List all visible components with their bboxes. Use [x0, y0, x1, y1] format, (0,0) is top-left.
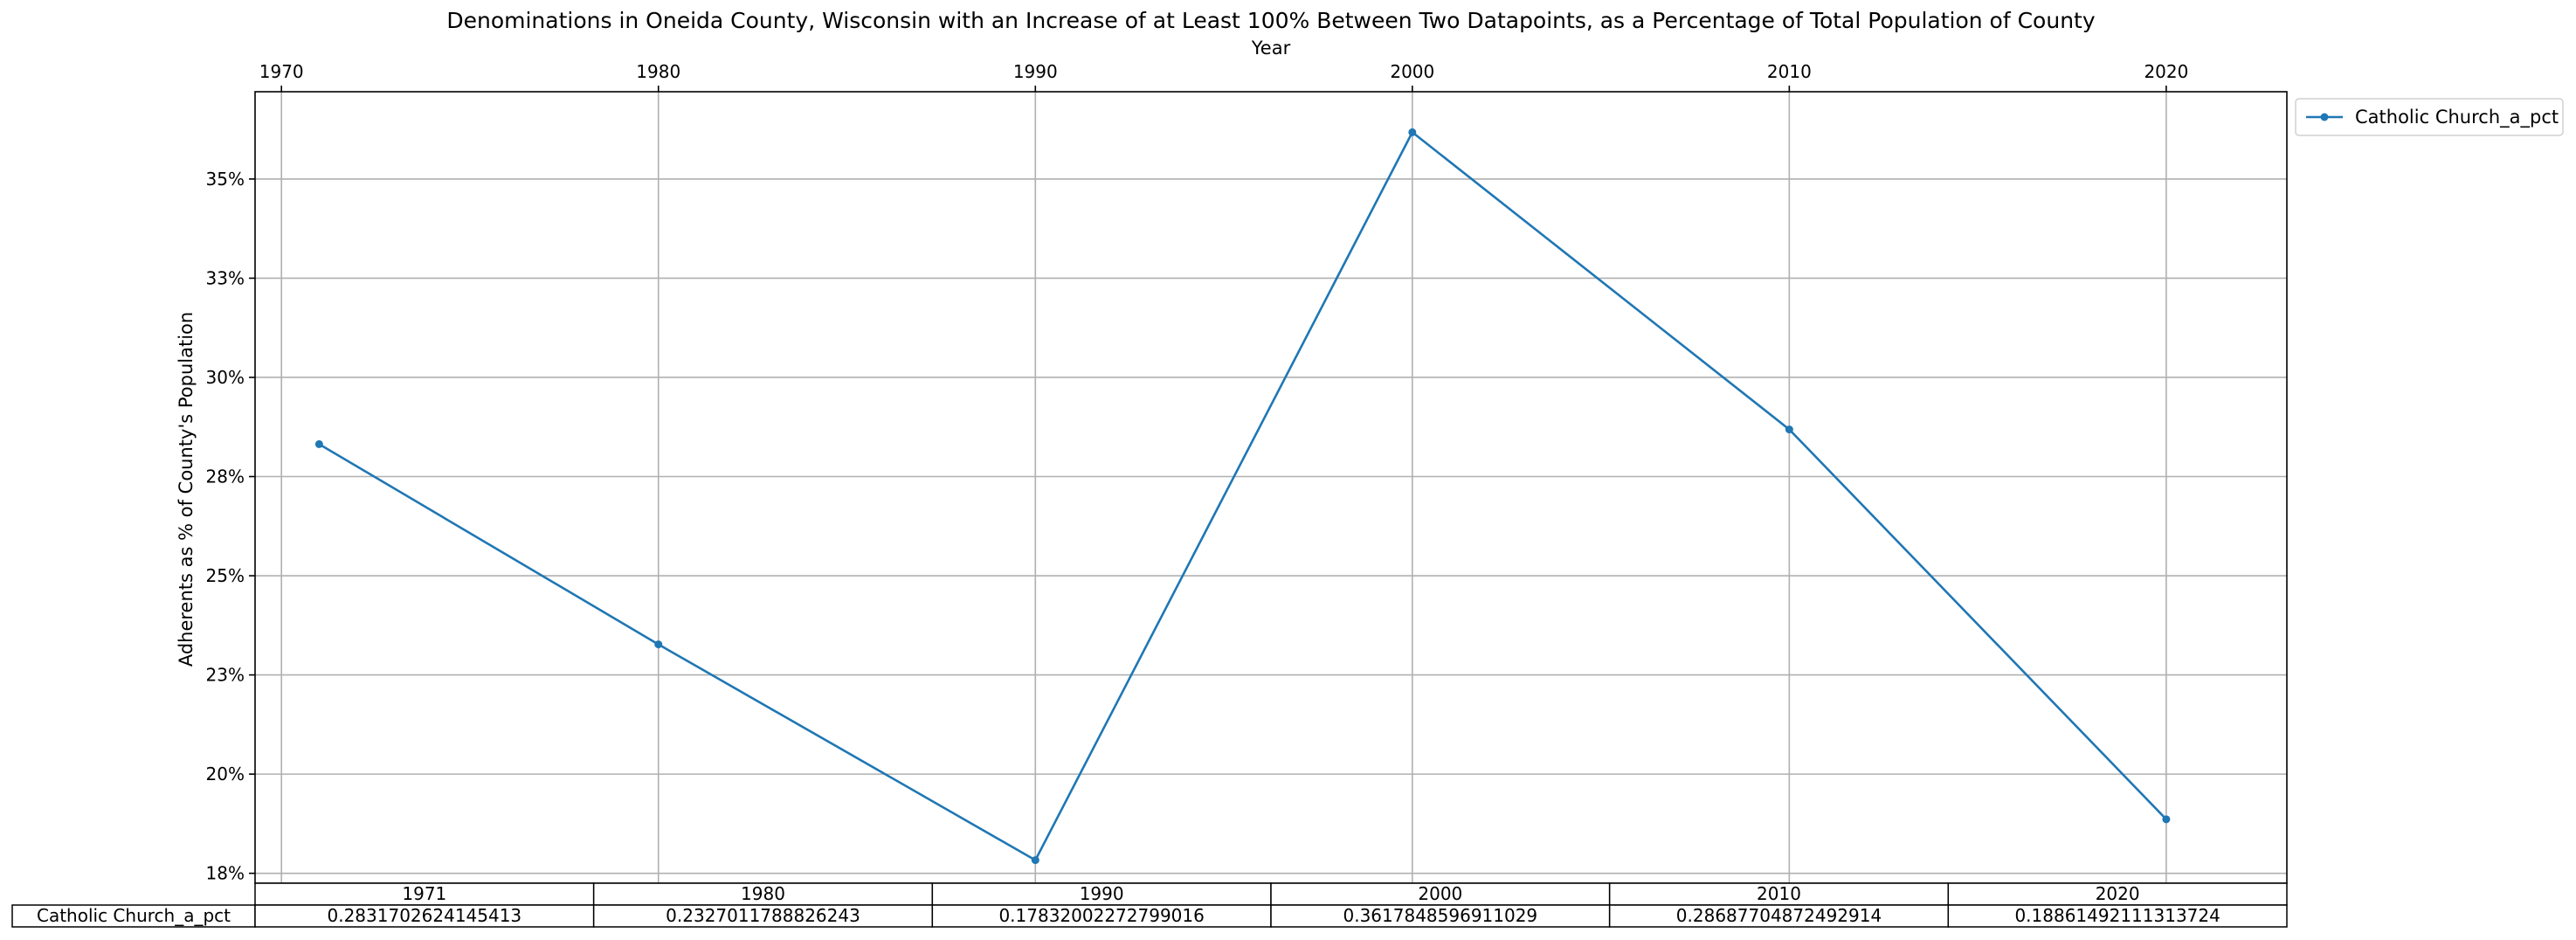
series-layer	[314, 128, 2171, 865]
y-axis-label: Adherents as % of County's Population	[176, 312, 197, 667]
x-axis-label: Year	[1251, 38, 1291, 59]
table-cell	[1947, 904, 2288, 928]
table-cell-value: 0.17832002272799016	[998, 905, 1204, 926]
table-cell-value: 0.3617848596911029	[1343, 905, 1537, 926]
y-axis-ticks: 18% 20% 23% 25% 28% 30% 33% 35%	[206, 169, 255, 884]
x-tick-label: 2000	[1390, 61, 1434, 82]
table-row-label-cell	[11, 904, 256, 928]
chart-title: Denominations in Oneida County, Wisconsi…	[446, 8, 2095, 33]
y-tick-label: 28%	[206, 467, 245, 487]
table-header-label: 2020	[2096, 883, 2140, 904]
table-header-label: 2000	[1418, 883, 1462, 904]
x-tick-label: 1980	[636, 61, 680, 82]
table-header-cell	[254, 882, 595, 906]
y-tick-label: 25%	[206, 565, 245, 586]
table-header-label: 2010	[1757, 883, 1801, 904]
legend: Catholic Church_a_pct	[2295, 98, 2564, 136]
data-point	[314, 439, 323, 448]
table-cell	[1270, 904, 1611, 928]
data-point	[1785, 425, 1793, 434]
plot-frame	[254, 91, 2288, 884]
x-tick-label: 1970	[259, 61, 304, 82]
table-cell-value: 0.2327011788826243	[666, 905, 860, 926]
y-tick-label: 33%	[206, 267, 245, 288]
table-cell-value: 0.18861492111313724	[2014, 905, 2220, 926]
table-row-label: Catholic Church_a_pct	[37, 905, 231, 926]
table-cell-value: 0.28687704872492914	[1676, 905, 1882, 926]
table-header-cell	[592, 882, 934, 906]
y-tick-label: 30%	[206, 367, 245, 388]
table-header-label: 1971	[402, 883, 446, 904]
series-line	[318, 130, 2167, 862]
legend-marker	[2320, 113, 2329, 121]
table-cell	[254, 904, 595, 928]
data-table: 1971 1980 1990 2000 2010 2020 Catholic Church_…	[11, 882, 2288, 928]
table-header-label: 1990	[1080, 883, 1124, 904]
data-point	[654, 640, 663, 649]
y-tick-label: 20%	[206, 764, 245, 784]
table-header-label: 1980	[741, 883, 785, 904]
x-tick-label: 2020	[2144, 61, 2188, 82]
y-tick-label: 18%	[206, 863, 245, 884]
table-cell-value: 0.2831702624145413	[327, 905, 521, 926]
table-cell	[1608, 904, 1950, 928]
x-tick-label: 2010	[1767, 61, 1812, 82]
data-point	[1031, 856, 1039, 865]
y-tick-label: 35%	[206, 169, 245, 190]
table-header-cell	[1947, 882, 2288, 906]
legend-label: Catholic Church_a_pct	[2355, 107, 2559, 128]
grid	[255, 92, 2287, 883]
legend-box	[2295, 98, 2564, 136]
data-point	[1408, 128, 1417, 136]
table-header-cell	[1270, 882, 1611, 906]
x-axis-ticks: 1970 1980 1990 2000 2010 2020	[259, 61, 2188, 92]
data-point	[2162, 815, 2171, 824]
y-tick-label: 23%	[206, 665, 245, 686]
x-tick-label: 1990	[1013, 61, 1058, 82]
